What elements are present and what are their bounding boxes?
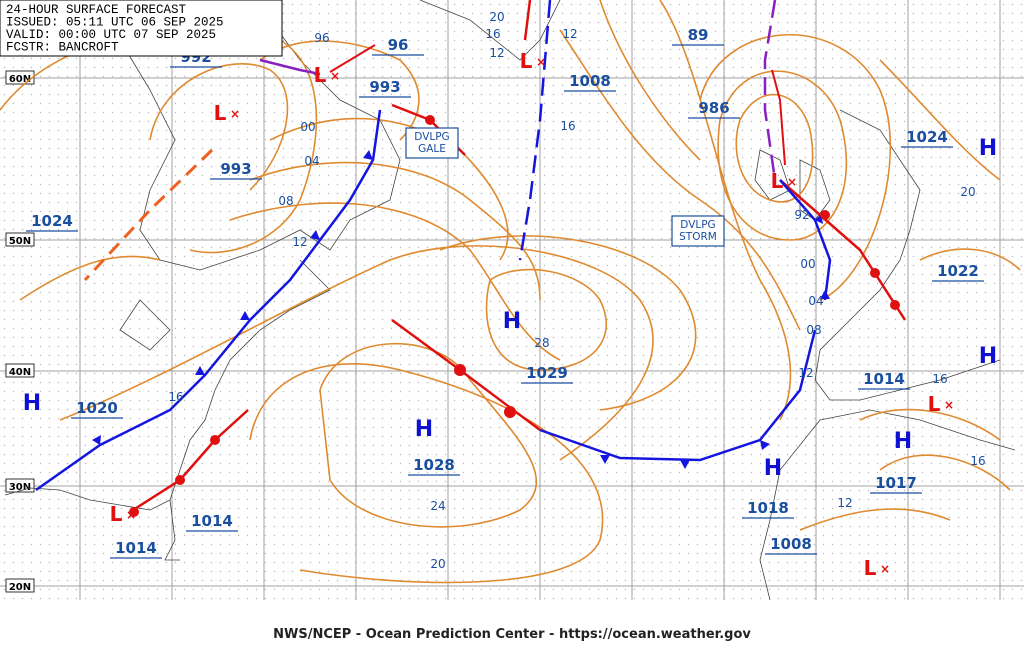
- low-center: L: [214, 101, 227, 125]
- high-center: H: [894, 429, 912, 454]
- lat-label: 50N: [9, 236, 31, 247]
- low-mark: ×: [944, 398, 954, 412]
- header-box: [0, 0, 283, 57]
- footer-band: [0, 600, 1024, 652]
- isobar-label: 12: [489, 46, 504, 60]
- lat-label-bg: [5, 578, 35, 593]
- low-mark: ×: [787, 175, 797, 189]
- low-center: L: [928, 392, 941, 416]
- pressure-label: 1028: [413, 456, 455, 474]
- isobar-label: 04: [808, 294, 823, 308]
- isobar-label: 12: [562, 27, 577, 41]
- isobar-label: 12: [798, 366, 813, 380]
- isobar-label: 00: [800, 257, 815, 271]
- low-mark: ×: [126, 508, 136, 522]
- pressure-label: 1018: [747, 499, 789, 517]
- lat-label-bg: [5, 232, 35, 247]
- isobar-label: 16: [560, 119, 575, 133]
- pressure-label: 1017: [875, 474, 917, 492]
- pressure-label: 1014: [863, 370, 905, 388]
- low-center: L: [520, 49, 533, 73]
- pressure-label: 993: [220, 160, 251, 178]
- header-line: 24-HOUR SURFACE FORECAST: [6, 3, 187, 17]
- fronts: [35, 0, 907, 517]
- isobar-label: 28: [534, 336, 549, 350]
- map-background: [0, 0, 1024, 600]
- high-center: H: [979, 136, 997, 161]
- footer: NWS/NCEP - Ocean Prediction Center - htt…: [273, 627, 751, 642]
- isobar-label: 12: [292, 235, 307, 249]
- isobar-label: 04: [304, 154, 319, 168]
- lat-label: 40N: [9, 367, 31, 378]
- warning-text: DVLPG: [414, 131, 449, 143]
- low-center: L: [771, 169, 784, 193]
- header-line: VALID: 00:00 UTC 07 SEP 2025: [6, 28, 216, 42]
- low-center: L: [110, 502, 123, 526]
- pressure-label: 1014: [191, 512, 233, 530]
- low-mark: ×: [230, 107, 240, 121]
- high-center: H: [415, 417, 433, 442]
- isobar-label: 20: [960, 185, 975, 199]
- pressure-label: 1024: [906, 128, 948, 146]
- low-center: L: [314, 63, 327, 87]
- pressure-label: 1008: [770, 535, 812, 553]
- high-center: H: [979, 344, 997, 369]
- low-mark: ×: [880, 562, 890, 576]
- isobar-label: 08: [806, 323, 821, 337]
- low-mark: ×: [536, 55, 546, 69]
- isobar-label: 16: [932, 372, 947, 386]
- isobar-label: 96: [314, 31, 329, 45]
- isobar-label: 20: [489, 10, 504, 24]
- pressure-label: 89: [688, 26, 709, 44]
- high-center: H: [503, 309, 521, 334]
- labels: 9929699399310241020102810291014101410088…: [23, 10, 997, 580]
- warning-text: GALE: [418, 143, 446, 155]
- warning-text: DVLPG: [680, 219, 715, 231]
- lat-label: 20N: [9, 582, 31, 593]
- isobar-label: 20: [430, 557, 445, 571]
- lat-label-bg: [5, 70, 35, 85]
- lat-label: 60N: [9, 74, 31, 85]
- header-line: FCSTR: BANCROFT: [6, 41, 119, 55]
- high-center: H: [23, 391, 41, 416]
- pressure-label: 1029: [526, 364, 568, 382]
- low-mark: ×: [330, 69, 340, 83]
- high-center: H: [764, 456, 782, 481]
- low-center: L: [864, 556, 877, 580]
- isobar-label: 08: [278, 194, 293, 208]
- isobar-label: 16: [168, 390, 183, 404]
- warning-box: [671, 215, 725, 247]
- isobar-label: 24: [430, 499, 445, 513]
- pressure-label: 986: [698, 99, 729, 117]
- warning-text: STORM: [679, 231, 717, 243]
- pressure-label: 1014: [115, 539, 157, 557]
- pressure-label: 993: [369, 78, 400, 96]
- pressure-label: 1024: [31, 212, 73, 230]
- warning-box: [405, 127, 459, 159]
- header-line: ISSUED: 05:11 UTC 06 SEP 2025: [6, 16, 224, 30]
- pressure-label: 1022: [937, 262, 979, 280]
- isobar-label: 16: [970, 454, 985, 468]
- isobar-label: 92: [794, 208, 809, 222]
- isobar-label: 12: [837, 496, 852, 510]
- lat-label: 30N: [9, 482, 31, 493]
- isobar-label: 00: [300, 120, 315, 134]
- lat-label-bg: [5, 363, 35, 378]
- isobar-label: 16: [485, 27, 500, 41]
- pressure-label: 96: [388, 36, 409, 54]
- coastlines: [4, 0, 1016, 601]
- pressure-label: 1020: [76, 399, 118, 417]
- pressure-label: 1008: [569, 72, 611, 90]
